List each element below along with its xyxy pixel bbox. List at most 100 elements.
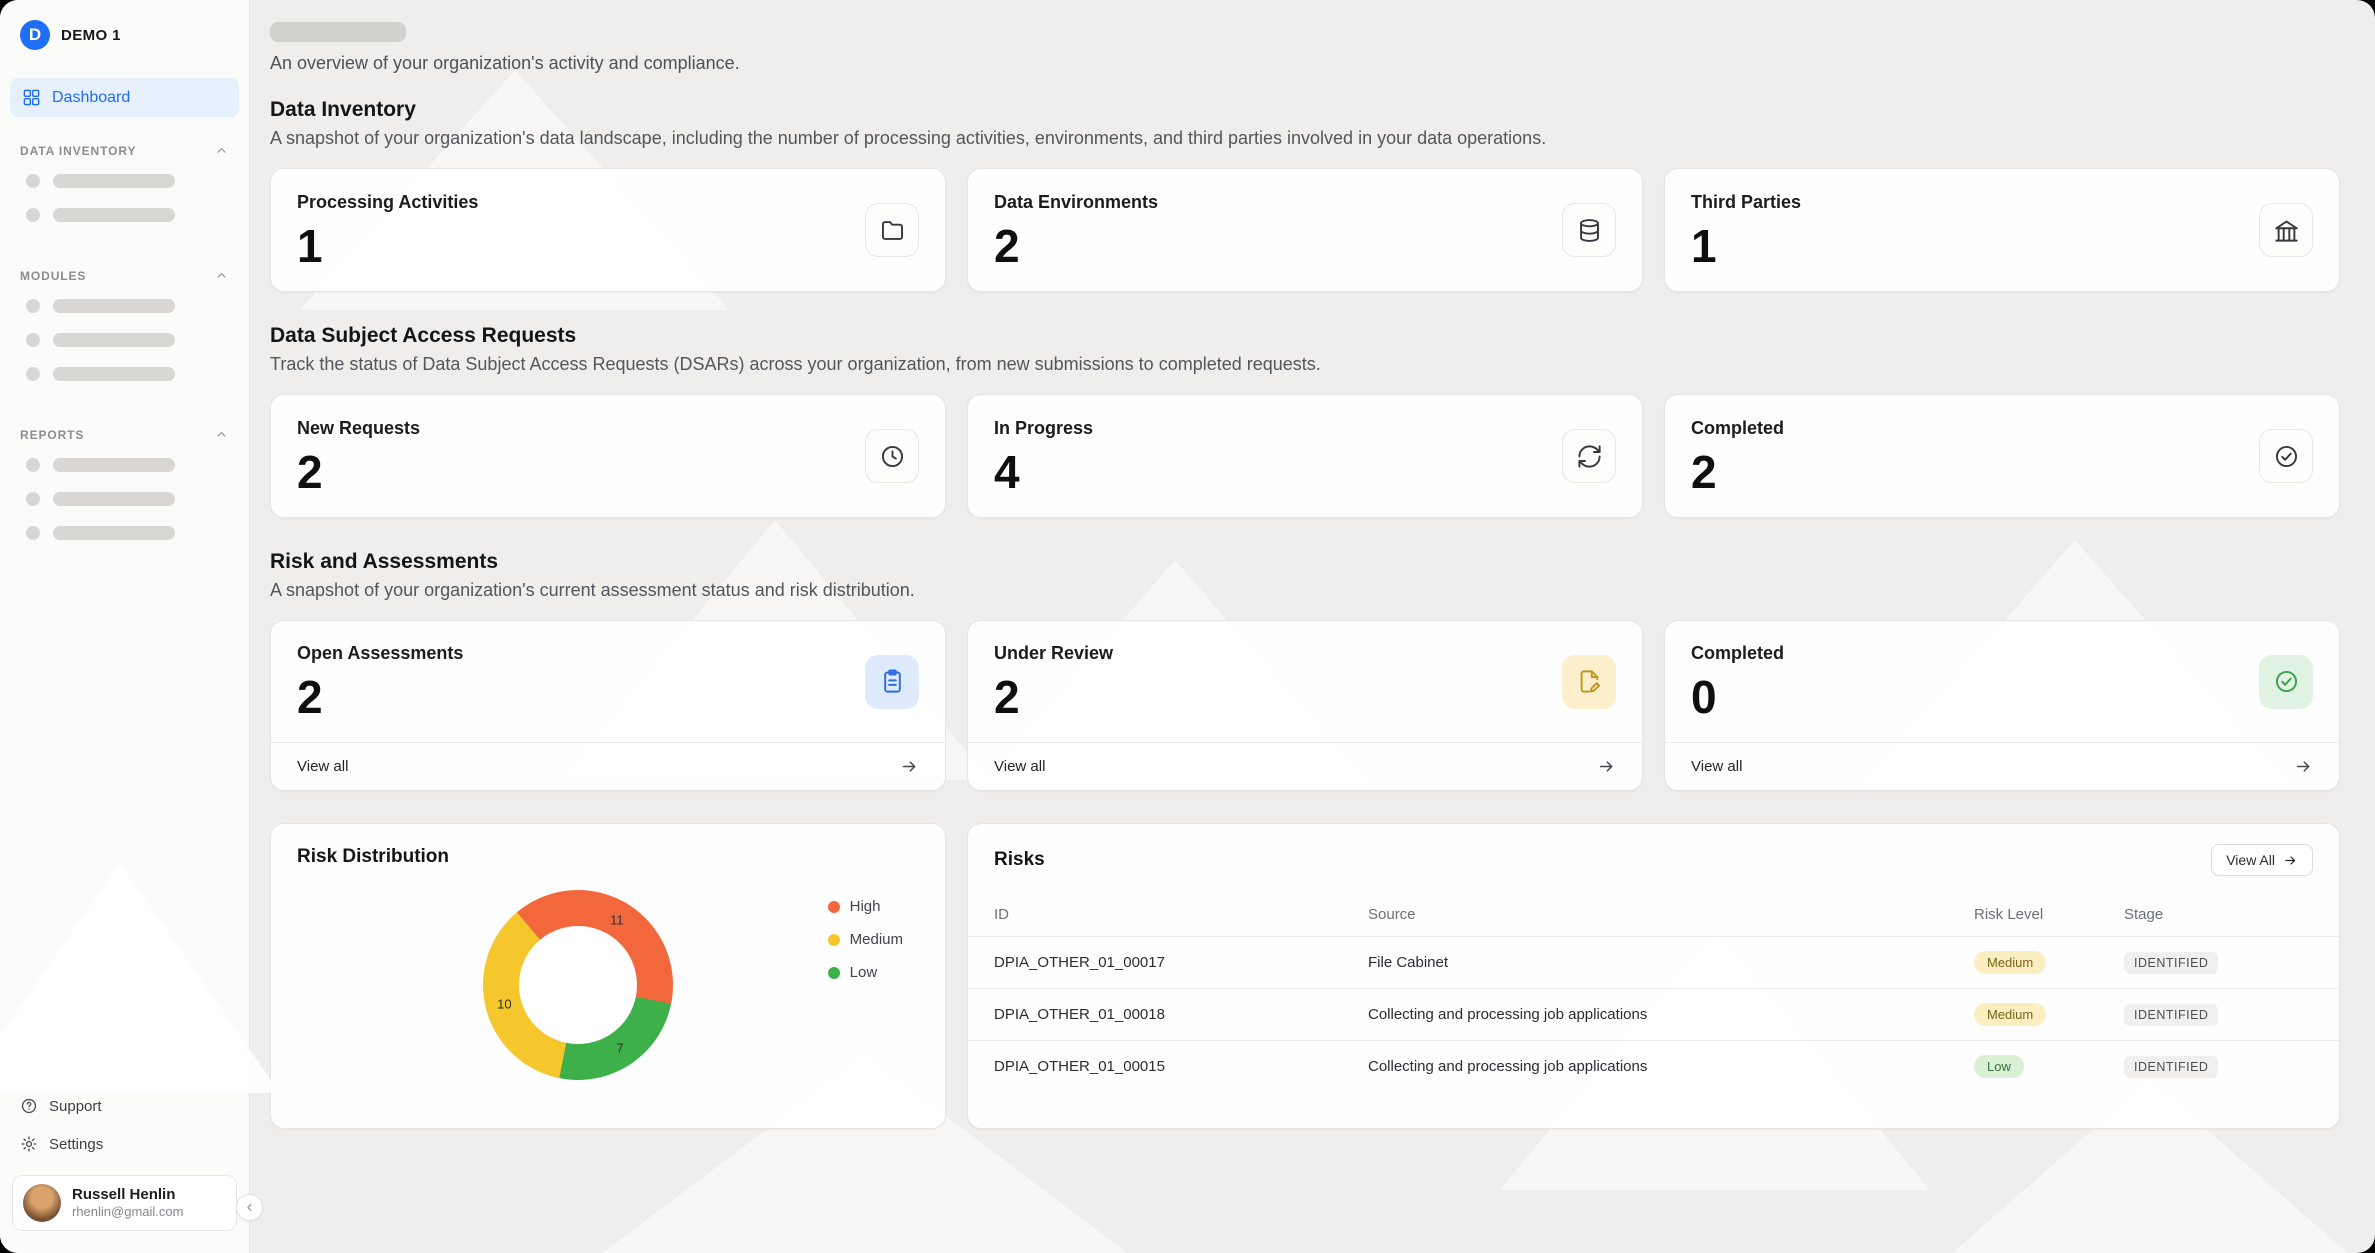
risk-id: DPIA_OTHER_01_00018	[994, 1006, 1165, 1023]
legend-label: High	[849, 898, 881, 915]
dsar-cards: New Requests 2 In Progress 4 Completed	[270, 394, 2340, 518]
sidebar-item-dashboard[interactable]: Dashboard	[10, 78, 239, 117]
assessment-cards: Open Assessments 2 View all Under Review	[270, 620, 2340, 791]
stat-value: 2	[994, 671, 1020, 723]
file-pencil-icon	[1562, 654, 1616, 709]
sidebar-skeleton-item	[0, 333, 249, 347]
bottom-row: Risk Distribution 11 7 10 High Medium	[270, 823, 2340, 1129]
legend-item-medium: Medium	[827, 931, 903, 948]
donut-labels: 11 7 10	[483, 890, 673, 1080]
view-all-label: View All	[2226, 852, 2275, 868]
risk-donut-chart: 11 7 10	[483, 890, 673, 1080]
group-label: DATA INVENTORY	[20, 143, 137, 158]
column-header-stage: Stage	[2124, 905, 2164, 923]
legend-item-low: Low	[827, 964, 903, 981]
view-all-assessments-completed[interactable]: View all	[1665, 742, 2339, 790]
sidebar-skeleton-item	[0, 492, 249, 506]
risk-id: DPIA_OTHER_01_00017	[994, 954, 1165, 971]
section-title-data-inventory: Data Inventory	[270, 98, 416, 121]
dashboard-grid-icon	[23, 89, 40, 106]
stat-value: 2	[994, 219, 1020, 272]
sidebar-skeleton-item	[0, 526, 249, 540]
stat-card-data-environments: Data Environments 2	[967, 168, 1643, 292]
sidebar-item-label: Dashboard	[52, 88, 131, 106]
risks-table: ID Source Risk Level Stage DPIA_OTHER_01…	[968, 892, 2339, 1092]
legend-dot	[827, 966, 840, 979]
user-menu[interactable]: Russell Henlin rhenlin@gmail.com	[12, 1175, 237, 1231]
table-row[interactable]: DPIA_OTHER_01_00015 Collecting and proce…	[968, 1040, 2339, 1092]
stat-card-under-review: Under Review 2 View all	[967, 620, 1643, 791]
stat-card-open-assessments: Open Assessments 2 View all	[270, 620, 946, 791]
view-all-label: View all	[994, 758, 1046, 775]
gear-icon	[21, 1136, 37, 1152]
legend-dot	[827, 900, 840, 913]
risks-view-all-button[interactable]: View All	[2211, 844, 2313, 876]
refresh-icon	[1562, 429, 1616, 483]
stat-value: 1	[297, 219, 323, 272]
column-header-risk-level: Risk Level	[1974, 905, 2044, 923]
stat-value: 2	[297, 671, 323, 723]
group-label: REPORTS	[20, 427, 85, 442]
view-all-under-review[interactable]: View all	[968, 742, 1642, 790]
sidebar-skeleton-item	[0, 174, 249, 188]
stage-badge: IDENTIFIED	[2124, 1003, 2219, 1026]
folder-icon	[865, 203, 919, 257]
stat-card-new-requests: New Requests 2	[270, 394, 946, 518]
table-row[interactable]: DPIA_OTHER_01_00018 Collecting and proce…	[968, 988, 2339, 1040]
settings-label: Settings	[49, 1135, 104, 1153]
donut-segment-value: 11	[610, 912, 624, 928]
stat-value: 0	[1691, 671, 1717, 723]
stat-label: Under Review	[994, 643, 1114, 663]
stat-label: In Progress	[994, 417, 1094, 438]
page-subtitle: An overview of your organization's activ…	[270, 53, 740, 73]
risks-card: Risks View All ID Source Risk Level Stag…	[967, 823, 2340, 1129]
arrow-right-icon	[1599, 761, 1613, 772]
risk-donut-hole	[519, 926, 637, 1044]
sidebar-item-support[interactable]: Support	[0, 1087, 249, 1125]
section-title-dsar: Data Subject Access Requests	[270, 324, 577, 347]
chevron-up-icon	[217, 273, 226, 278]
stat-label: Completed	[1691, 417, 1785, 438]
arrow-right-icon	[2296, 761, 2310, 772]
org-logo: D	[20, 20, 50, 50]
stat-value: 4	[994, 445, 1020, 498]
risk-distribution-card: Risk Distribution 11 7 10 High Medium	[270, 823, 946, 1129]
sidebar-skeleton-item	[0, 208, 249, 222]
risk-distribution-title: Risk Distribution	[297, 846, 450, 867]
view-all-open-assessments[interactable]: View all	[271, 742, 945, 790]
clock-icon	[865, 429, 919, 483]
page-title-skeleton	[270, 22, 406, 42]
user-email: rhenlin@gmail.com	[72, 1204, 184, 1220]
building-icon	[2259, 203, 2313, 257]
sidebar-item-settings[interactable]: Settings	[0, 1125, 249, 1163]
org-name: DEMO 1	[61, 26, 121, 44]
user-name: Russell Henlin	[72, 1185, 176, 1203]
risk-level-badge: Low	[1974, 1055, 2024, 1078]
chevron-left-icon	[247, 1203, 252, 1212]
sidebar-skeleton-item	[0, 367, 249, 381]
risk-source: Collecting and processing job applicatio…	[1368, 1006, 1648, 1023]
stat-card-assessments-completed: Completed 0 View all	[1664, 620, 2340, 791]
org-switcher[interactable]: D DEMO 1	[0, 20, 249, 50]
stage-badge: IDENTIFIED	[2124, 1055, 2219, 1078]
risk-level-badge: Medium	[1974, 1003, 2047, 1026]
group-label: MODULES	[20, 268, 87, 283]
view-all-label: View all	[1691, 758, 1743, 775]
stat-value: 2	[297, 445, 323, 498]
stat-label: Data Environments	[994, 191, 1159, 212]
risks-table-header: ID Source Risk Level Stage	[968, 892, 2339, 936]
risk-source: File Cabinet	[1368, 954, 1449, 971]
risks-title: Risks	[994, 849, 1045, 870]
group-header-modules[interactable]: MODULES	[0, 268, 249, 283]
column-header-source: Source	[1368, 905, 1416, 923]
stat-card-in-progress: In Progress 4	[967, 394, 1643, 518]
main-content: An overview of your organization's activ…	[250, 0, 2375, 1253]
data-inventory-cards: Processing Activities 1 Data Environment…	[270, 168, 2340, 292]
sidebar-collapse-button[interactable]	[236, 1194, 263, 1221]
check-circle-icon	[2259, 654, 2313, 709]
group-header-reports[interactable]: REPORTS	[0, 427, 249, 442]
sidebar-skeleton-item	[0, 299, 249, 313]
group-header-data-inventory[interactable]: DATA INVENTORY	[0, 143, 249, 158]
table-row[interactable]: DPIA_OTHER_01_00017 File Cabinet Medium …	[968, 936, 2339, 988]
